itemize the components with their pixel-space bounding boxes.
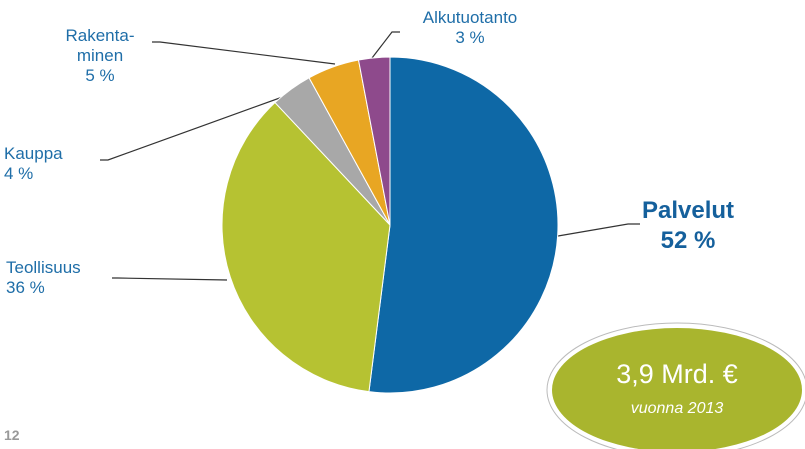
category-label: Palvelut (641, 197, 735, 224)
slice-label: Rakenta- minen 5 % (40, 26, 160, 86)
leader-line (152, 41, 336, 65)
value-label: 4 % (4, 164, 34, 183)
leader-lines (100, 31, 640, 281)
category-label: Rakenta- minen (65, 26, 135, 65)
pie-slice (368, 56, 559, 394)
badge-amount: 3,9 Mrd. € (616, 359, 738, 389)
leader-line (112, 277, 228, 281)
leader-line (371, 31, 400, 59)
page-number: 12 (4, 427, 20, 443)
pie (221, 56, 559, 394)
leader-line (557, 223, 640, 237)
value-label: 36 % (6, 278, 45, 297)
category-label: Teollisuus (6, 258, 81, 277)
slice-label: Palvelut 52 % (630, 196, 746, 256)
pie-slice (357, 56, 391, 226)
pie-slice (221, 101, 391, 393)
badge-year: vuonna 2013 (631, 400, 724, 417)
category-label: Kauppa (4, 144, 63, 163)
leader-line (100, 94, 289, 161)
value-label: 52 % (660, 227, 716, 254)
category-label: Alkutuotanto (422, 8, 518, 27)
slice-label: Kauppa 4 % (4, 144, 104, 184)
slice-label: Teollisuus 36 % (6, 258, 116, 298)
badge (552, 328, 802, 449)
slice-label: Alkutuotanto 3 % (400, 8, 540, 48)
value-label: 3 % (455, 28, 485, 47)
value-label: 5 % (85, 66, 115, 85)
